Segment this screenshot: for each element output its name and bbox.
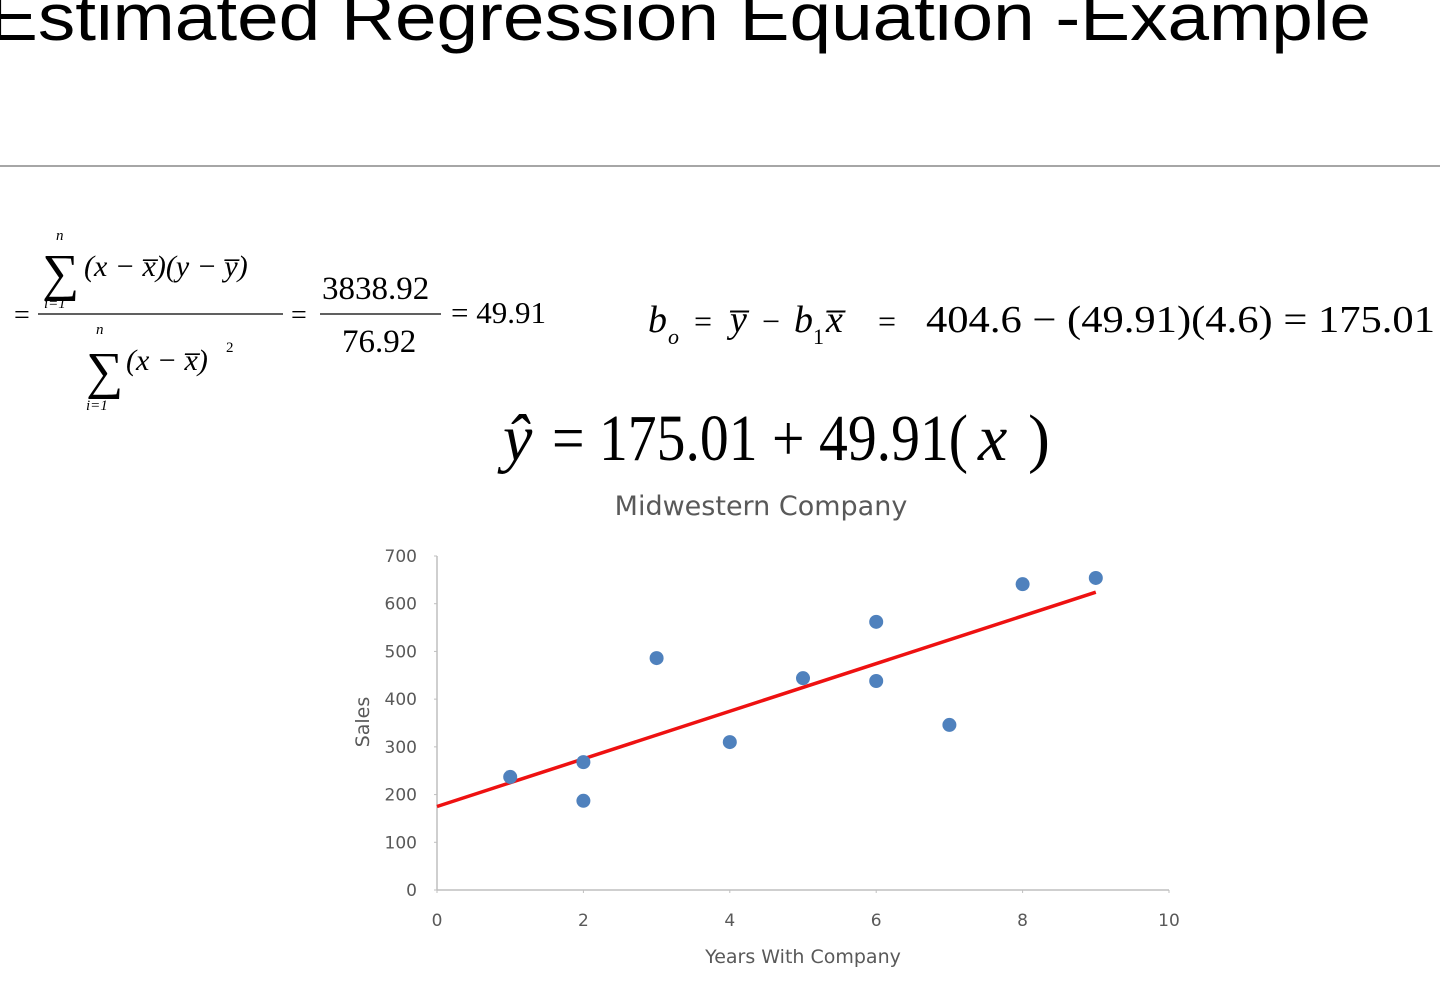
x-tick-label: 6 (871, 911, 882, 931)
point (1015, 577, 1030, 592)
y-tick-label: 600 (385, 595, 417, 615)
point (796, 671, 810, 686)
slide-title: Estimated Regression Equation -Example (0, 0, 1371, 54)
formula-part: = (694, 303, 712, 339)
formula-part: 404.6 − (49.91)(4.6) = 175.01 (926, 299, 1435, 341)
point (942, 717, 957, 732)
formula-part: i=1 (44, 296, 66, 312)
formula-part: ŷ (497, 402, 533, 475)
point (1088, 570, 1103, 585)
formula-part: o (668, 324, 679, 349)
x-tick-label: 10 (1158, 911, 1180, 931)
formula-part: b (648, 299, 667, 341)
y-tick-label: 300 (385, 738, 417, 758)
point (503, 769, 518, 784)
formula-part: − (762, 303, 780, 339)
y-tick-label: 0 (406, 881, 417, 901)
formula-part: ∑ (86, 343, 123, 400)
formula-part: n (56, 228, 64, 244)
y-tick-label: 100 (385, 833, 417, 853)
point (576, 793, 591, 808)
y-tick-label: 400 (385, 690, 417, 710)
y-tick-label: 500 (385, 642, 417, 662)
formula-part: 2 (226, 340, 234, 356)
formula-part: = 175.01 + 49.91( (552, 402, 968, 475)
formula-part: ∑ (42, 245, 79, 302)
formula-part: b (794, 299, 813, 341)
formula-part: 76.92 (342, 324, 416, 360)
x-tick-label: 8 (1017, 911, 1028, 931)
x-axis-label: Years With Company (704, 946, 901, 968)
point (576, 755, 591, 770)
formula-part: x (977, 402, 1007, 475)
formula-part: ) (1028, 402, 1050, 475)
formula-part: y̅ (726, 299, 750, 341)
formula-part: (x − x̅) (126, 344, 208, 377)
formula-part: = (14, 300, 30, 331)
formula-part: (x − x̅)(y − y̅) (84, 250, 248, 283)
point (649, 651, 664, 666)
point (869, 614, 884, 629)
point (869, 674, 884, 689)
formula-part: n (96, 322, 104, 338)
formula-part: i=1 (86, 398, 108, 414)
x-tick-label: 2 (578, 911, 589, 931)
formula-part: 1 (813, 324, 824, 349)
point (722, 735, 737, 750)
y-axis-label: Sales (352, 697, 374, 748)
formula-part: x̅ (825, 299, 846, 341)
formula-part: = (291, 300, 307, 331)
x-tick-label: 4 (724, 911, 735, 931)
y-tick-label: 700 (385, 547, 417, 567)
formula-part: 3838.92 (322, 271, 429, 307)
chart-title: Midwestern Company (615, 491, 908, 522)
y-tick-label: 200 (385, 786, 417, 806)
x-tick-label: 0 (432, 911, 443, 931)
formula-part: = 49.91 (451, 295, 546, 330)
trendline (436, 590, 1097, 809)
formula-part: = (878, 303, 896, 339)
